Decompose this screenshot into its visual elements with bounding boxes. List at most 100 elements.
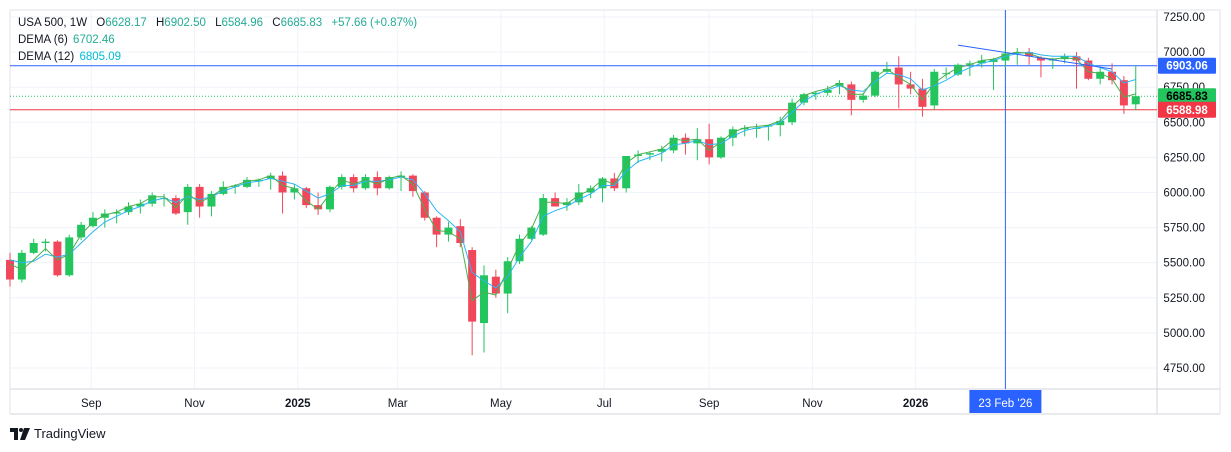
candle-body: [148, 195, 157, 204]
x-tick-label: Sep: [81, 398, 101, 410]
candle-body: [835, 82, 844, 86]
candle-body: [254, 179, 263, 182]
candle-body: [17, 252, 26, 280]
candle-body: [408, 175, 417, 192]
candle-body: [480, 275, 488, 324]
candle-body: [1001, 53, 1010, 61]
high-label: H: [155, 17, 165, 29]
ohlc-legend-row: USA 500, 1W O6628.17 H6902.50 L6584.96 C…: [18, 17, 418, 29]
x-tick-label: 2025: [285, 398, 311, 410]
candle-body: [1131, 96, 1140, 105]
candle-body: [373, 177, 382, 189]
low-label: L: [215, 17, 222, 29]
candle-body: [100, 213, 109, 218]
candle-body: [456, 226, 465, 244]
candle-body: [6, 259, 14, 280]
candle-body: [882, 68, 891, 72]
candle-body: [136, 203, 145, 207]
candle-body: [1013, 52, 1022, 54]
candle-body: [53, 241, 62, 276]
y-tick-label: 6250.00: [1163, 152, 1205, 164]
candle-body: [278, 175, 287, 193]
candle-body: [29, 243, 38, 253]
candle-body: [65, 237, 74, 276]
candle-body: [77, 224, 86, 238]
candle-body: [491, 276, 500, 294]
dema6-legend-row: DEMA (6) 6702.46: [18, 32, 417, 49]
candle-body: [219, 186, 228, 194]
close-value: 6685.83: [280, 17, 323, 29]
y-tick-label: 5000.00: [1163, 328, 1205, 340]
candle-body: [776, 120, 785, 126]
candle-body: [432, 217, 441, 235]
y-tick-label: 7000.00: [1163, 47, 1205, 59]
candle-body: [942, 73, 951, 75]
low-value: 6584.96: [221, 17, 264, 29]
crosshair-date-label: 23 Feb '26: [978, 398, 1032, 410]
interval: 1W: [69, 17, 88, 29]
candle-body: [799, 94, 808, 103]
y-tick-label: 5500.00: [1163, 258, 1205, 270]
candle-body: [527, 227, 536, 239]
candle-body: [468, 250, 477, 322]
candle-body: [444, 227, 453, 235]
candle-body: [859, 95, 868, 100]
candle-body: [515, 238, 524, 262]
x-tick-label: Sep: [699, 398, 719, 410]
chart-legend: USA 500, 1W O6628.17 H6902.50 L6584.96 C…: [18, 15, 417, 66]
dema6-value: 6702.46: [73, 34, 115, 46]
high-value: 6902.50: [164, 17, 206, 29]
symbol-name: USA 500: [18, 17, 64, 29]
candle-body: [171, 198, 180, 214]
tradingview-logo[interactable]: TradingView: [10, 426, 106, 441]
candle-body: [847, 84, 856, 100]
candle-body: [871, 71, 880, 96]
candle-body: [290, 188, 299, 193]
candle-body: [634, 154, 643, 156]
candle-body: [207, 193, 216, 207]
candle-body: [693, 139, 702, 144]
candle-body: [243, 179, 251, 187]
dema6-line: [9, 51, 1136, 302]
price-badge-red: 6588.98: [1166, 105, 1208, 117]
candle-body: [728, 129, 737, 138]
price-badge-last: 6685.83: [1166, 91, 1208, 103]
dema12-line: [9, 51, 1136, 289]
candle-body: [41, 241, 50, 244]
candle-body: [657, 148, 666, 152]
candle-body: [752, 127, 761, 129]
candle-body: [1025, 52, 1034, 57]
candle-body: [574, 192, 583, 203]
candle-body: [266, 175, 275, 179]
candle-body: [195, 186, 204, 207]
dema12-label: DEMA (12): [18, 51, 75, 63]
close-label: C: [272, 17, 281, 29]
candle-body: [823, 90, 832, 93]
change-value: +57.66 (+0.87%): [331, 17, 418, 29]
candle-body: [1036, 57, 1045, 61]
candle-body: [325, 186, 334, 210]
candle-body: [183, 186, 192, 213]
candle-body: [918, 88, 927, 107]
price-badge-blue: 6903.06: [1166, 61, 1208, 73]
dema12-legend-row: DEMA (12) 6805.09: [18, 49, 417, 66]
candle-body: [420, 192, 429, 218]
candle-body: [112, 212, 121, 214]
candle-body: [1096, 71, 1105, 79]
candle-body: [586, 188, 595, 193]
y-tick-label: 6500.00: [1163, 117, 1205, 129]
candle-body: [930, 71, 939, 106]
dema12-value: 6805.09: [79, 51, 122, 63]
y-tick-label: 7250.00: [1163, 12, 1205, 24]
candle-body: [965, 63, 974, 65]
y-tick-label: 4750.00: [1163, 363, 1205, 375]
candle-body: [764, 125, 773, 127]
price-badge-blue-bg: [1158, 57, 1216, 74]
candle-body: [705, 139, 714, 158]
tradingview-icon: [10, 427, 30, 440]
candle-body: [669, 137, 678, 151]
x-tick-label: Jul: [597, 398, 612, 410]
y-tick-label: 5750.00: [1163, 223, 1205, 235]
brand-name: TradingView: [34, 426, 106, 441]
